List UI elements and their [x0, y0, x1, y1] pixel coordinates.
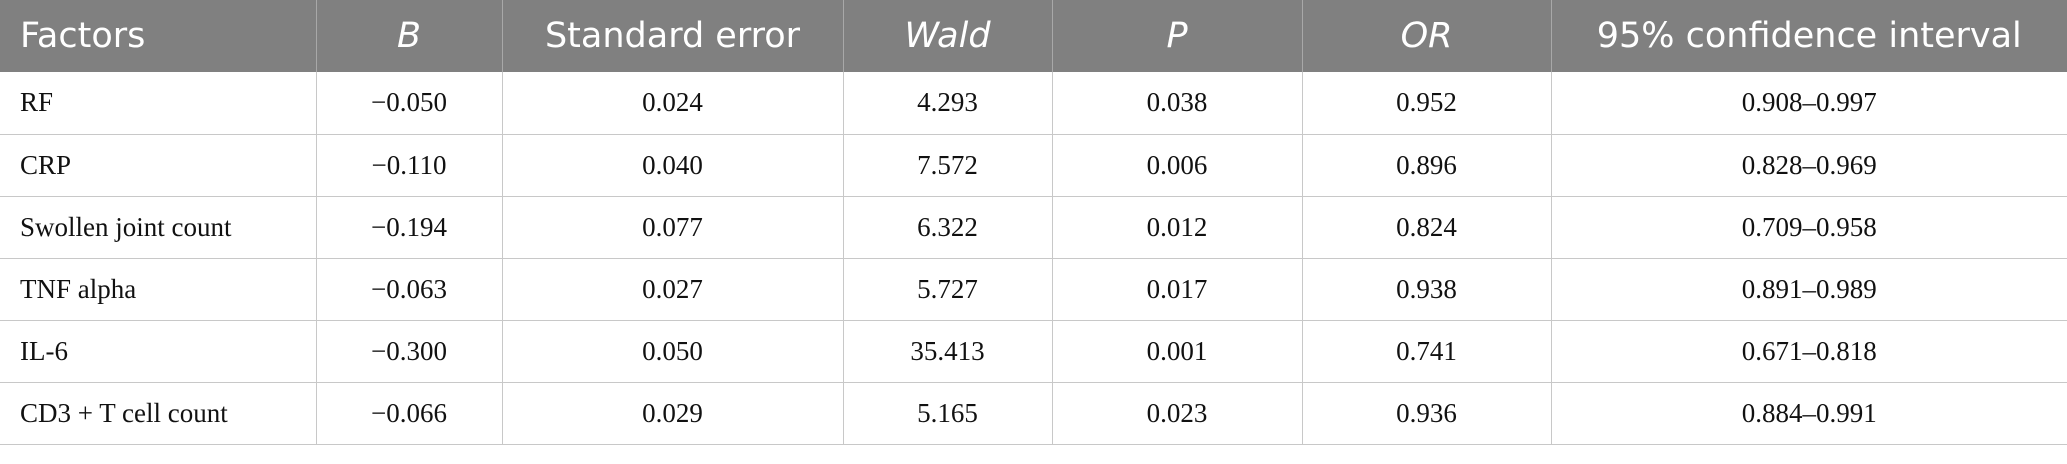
- cell-b: −0.194: [316, 196, 503, 259]
- cell-standard-error: 0.024: [502, 72, 844, 135]
- cell-standard-error: 0.040: [502, 134, 844, 197]
- cell-wald: 6.322: [843, 196, 1053, 259]
- table-row: IL-6 −0.300 0.050 35.413 0.001 0.741 0.6…: [0, 320, 2067, 383]
- table-row: RF −0.050 0.024 4.293 0.038 0.952 0.908–…: [0, 72, 2067, 135]
- cell-or: 0.952: [1302, 72, 1552, 135]
- table-header: Factors B Standard error Wald P OR 95% c…: [0, 0, 2067, 72]
- table-body: RF −0.050 0.024 4.293 0.038 0.952 0.908–…: [0, 72, 2067, 445]
- cell-confidence-interval: 0.828–0.969: [1551, 134, 2067, 197]
- cell-p: 0.017: [1052, 258, 1303, 321]
- header-standard-error: Standard error: [502, 0, 844, 72]
- cell-p: 0.001: [1052, 320, 1303, 383]
- cell-confidence-interval: 0.891–0.989: [1551, 258, 2067, 321]
- cell-factor: TNF alpha: [0, 258, 317, 321]
- cell-wald: 5.165: [843, 382, 1053, 445]
- cell-factor: CD3 + T cell count: [0, 382, 317, 445]
- cell-p: 0.012: [1052, 196, 1303, 259]
- header-confidence-interval: 95% confidence interval: [1551, 0, 2067, 72]
- cell-standard-error: 0.077: [502, 196, 844, 259]
- cell-confidence-interval: 0.908–0.997: [1551, 72, 2067, 135]
- cell-factor: RF: [0, 72, 317, 135]
- cell-or: 0.741: [1302, 320, 1552, 383]
- table-row: TNF alpha −0.063 0.027 5.727 0.017 0.938…: [0, 258, 2067, 321]
- cell-p: 0.023: [1052, 382, 1303, 445]
- cell-or: 0.936: [1302, 382, 1552, 445]
- cell-wald: 7.572: [843, 134, 1053, 197]
- cell-confidence-interval: 0.884–0.991: [1551, 382, 2067, 445]
- cell-wald: 4.293: [843, 72, 1053, 135]
- cell-b: −0.050: [316, 72, 503, 135]
- table-row: CD3 + T cell count −0.066 0.029 5.165 0.…: [0, 382, 2067, 445]
- cell-confidence-interval: 0.671–0.818: [1551, 320, 2067, 383]
- cell-b: −0.300: [316, 320, 503, 383]
- cell-b: −0.063: [316, 258, 503, 321]
- cell-b: −0.110: [316, 134, 503, 197]
- cell-wald: 35.413: [843, 320, 1053, 383]
- cell-b: −0.066: [316, 382, 503, 445]
- table-row: Swollen joint count −0.194 0.077 6.322 0…: [0, 196, 2067, 259]
- header-wald: Wald: [843, 0, 1053, 72]
- table-row: CRP −0.110 0.040 7.572 0.006 0.896 0.828…: [0, 134, 2067, 197]
- cell-factor: CRP: [0, 134, 317, 197]
- results-table: Factors B Standard error Wald P OR 95% c…: [0, 0, 2067, 445]
- header-b: B: [316, 0, 503, 72]
- cell-standard-error: 0.029: [502, 382, 844, 445]
- header-row: Factors B Standard error Wald P OR 95% c…: [0, 0, 2067, 72]
- cell-standard-error: 0.050: [502, 320, 844, 383]
- cell-p: 0.006: [1052, 134, 1303, 197]
- cell-confidence-interval: 0.709–0.958: [1551, 196, 2067, 259]
- header-factors: Factors: [0, 0, 317, 72]
- cell-or: 0.896: [1302, 134, 1552, 197]
- cell-factor: Swollen joint count: [0, 196, 317, 259]
- cell-or: 0.938: [1302, 258, 1552, 321]
- cell-standard-error: 0.027: [502, 258, 844, 321]
- cell-or: 0.824: [1302, 196, 1552, 259]
- cell-factor: IL-6: [0, 320, 317, 383]
- cell-wald: 5.727: [843, 258, 1053, 321]
- cell-p: 0.038: [1052, 72, 1303, 135]
- header-p: P: [1052, 0, 1303, 72]
- header-or: OR: [1302, 0, 1552, 72]
